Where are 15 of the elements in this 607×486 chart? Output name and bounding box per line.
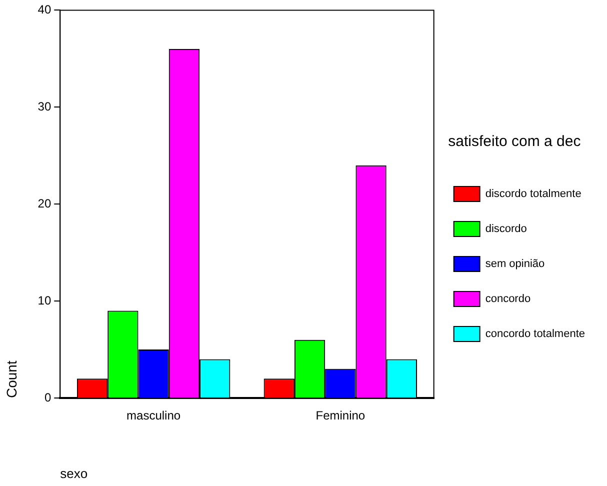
legend-title: satisfeito com a dec <box>448 133 582 150</box>
legend-label: concordo <box>485 293 531 306</box>
legend-label: concordo totalmente <box>485 328 585 340</box>
y-tick-label: 0 <box>44 390 52 404</box>
y-axis-title: Count <box>3 360 20 398</box>
y-tick-label: 10 <box>38 293 52 308</box>
y-tick-label: 20 <box>38 196 52 210</box>
legend-label: discordo totalmente <box>485 188 582 200</box>
y-tick-label: 40 <box>38 2 52 17</box>
y-tick-label: 30 <box>38 99 52 114</box>
x-axis-title: sexo <box>60 466 88 481</box>
legend-label: discordo <box>485 223 527 236</box>
x-tick-label: Feminino <box>316 408 366 423</box>
x-tick-label: masculino <box>126 408 181 423</box>
legend-label: sem opinião <box>485 258 545 270</box>
